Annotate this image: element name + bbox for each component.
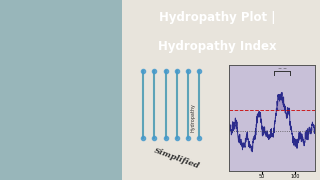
Text: ~: ~ <box>283 66 287 71</box>
Text: Hydropathy Index: Hydropathy Index <box>158 40 277 53</box>
Text: Hydropathy Plot |: Hydropathy Plot | <box>159 11 276 24</box>
Text: ~: ~ <box>277 66 281 71</box>
Text: Hydropathy: Hydropathy <box>190 103 195 132</box>
Text: Simplified: Simplified <box>153 146 201 170</box>
